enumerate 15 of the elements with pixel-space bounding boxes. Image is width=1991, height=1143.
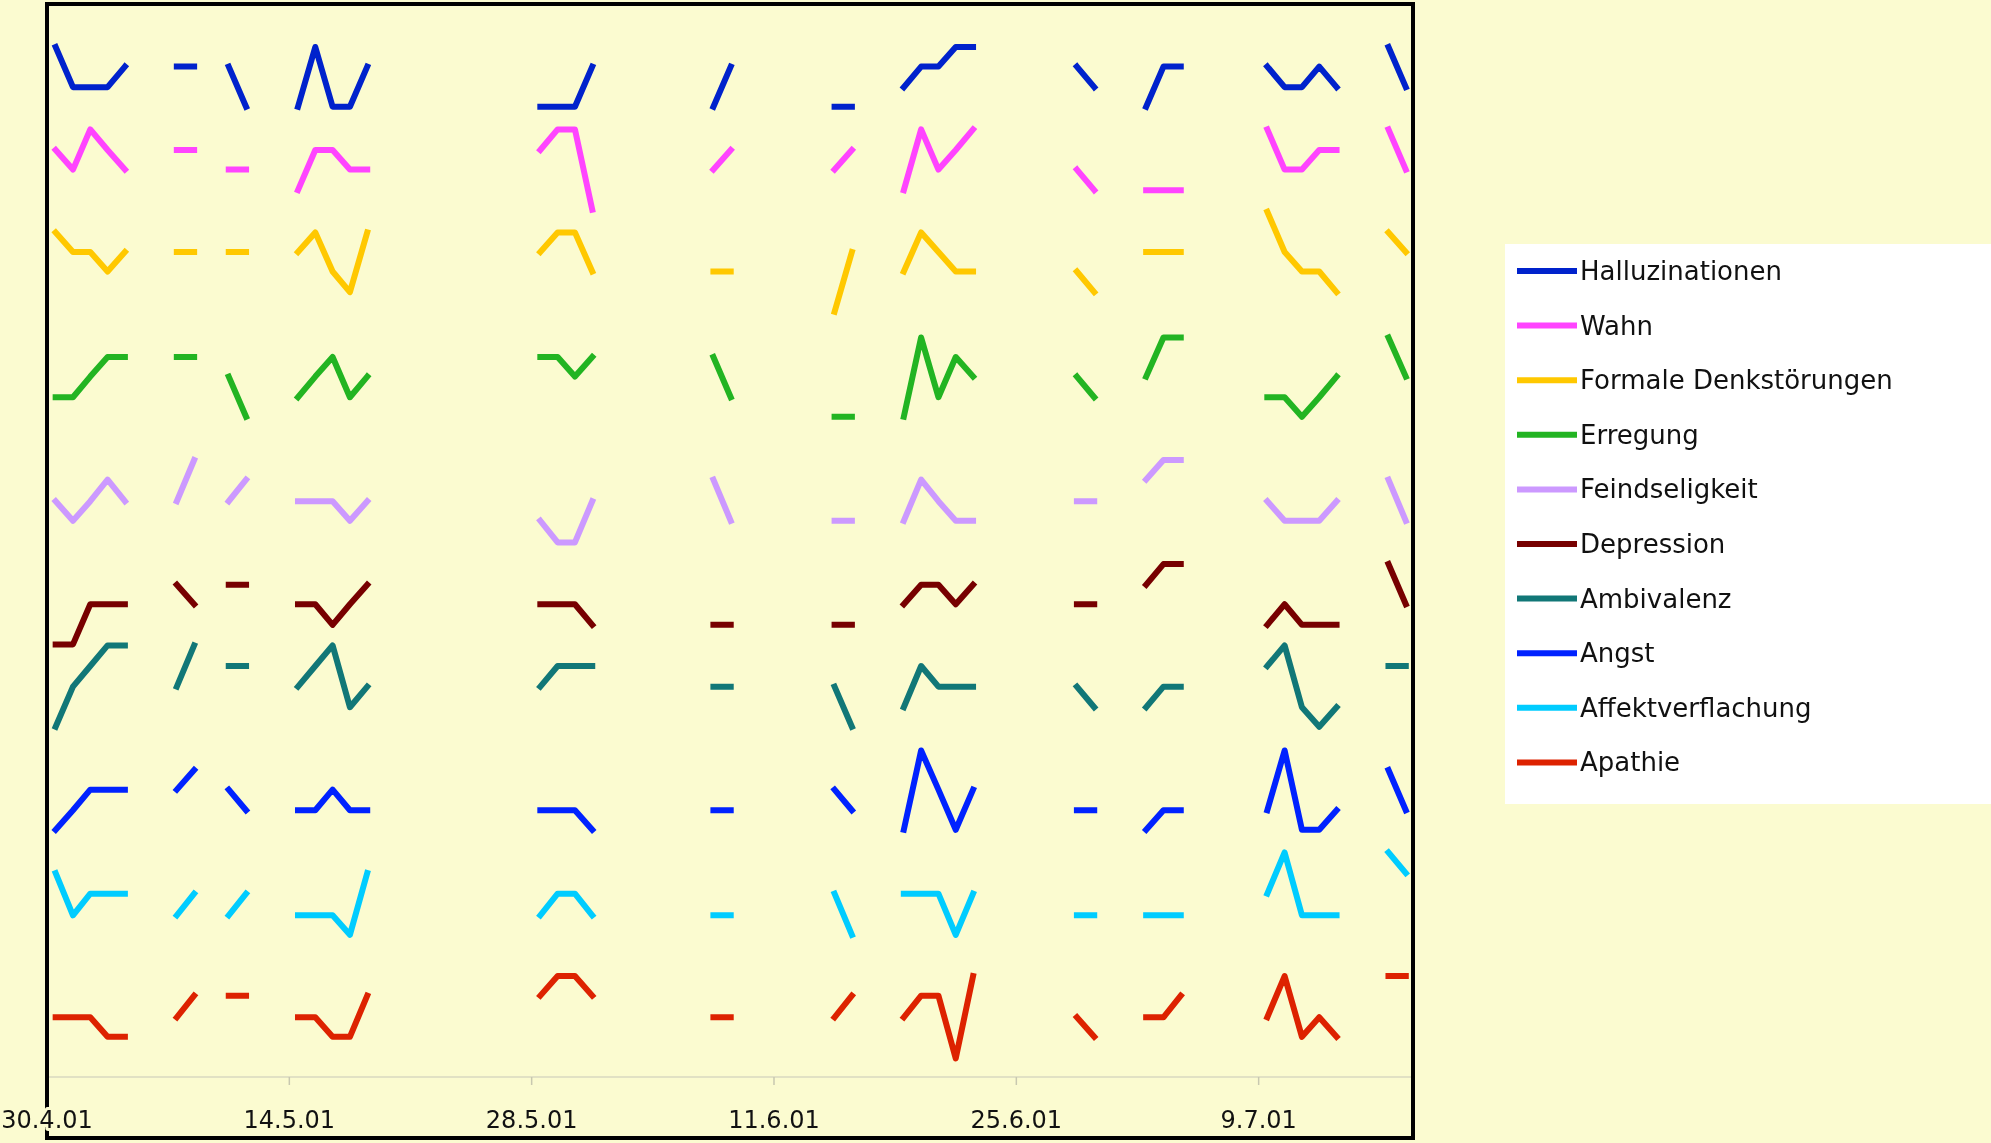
legend-label: Affektverflachung — [1580, 692, 1812, 723]
x-tick-label: 28.5.01 — [485, 1106, 578, 1134]
legend-label: Apathie — [1580, 747, 1681, 778]
legend-label: Ambivalenz — [1580, 583, 1732, 614]
legend-label: Formale Denkstörungen — [1580, 365, 1893, 396]
x-tick-label: 25.6.01 — [970, 1106, 1063, 1134]
legend-label: Erregung — [1580, 419, 1699, 450]
x-tick-label: 14.5.01 — [243, 1106, 336, 1134]
legend-label: Feindseligkeit — [1580, 474, 1758, 505]
legend-label: Depression — [1580, 529, 1726, 559]
x-tick-label: 11.6.01 — [728, 1106, 820, 1134]
legend-label: Angst — [1580, 638, 1655, 669]
legend-label: Halluzinationen — [1580, 256, 1782, 286]
x-tick-label: 9.7.01 — [1220, 1106, 1297, 1134]
legend-label: Wahn — [1580, 310, 1653, 341]
